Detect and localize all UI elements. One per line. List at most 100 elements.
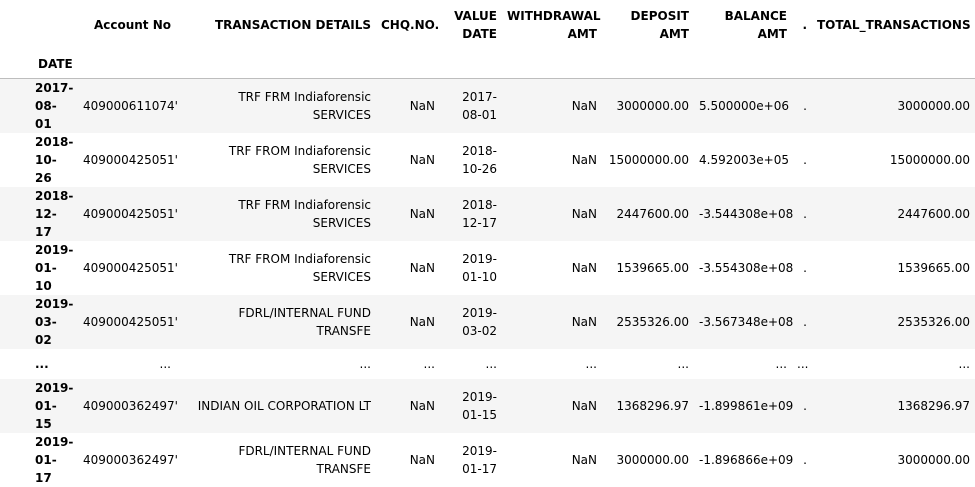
table-cell: 409000425051': [83, 152, 178, 167]
table-cell: 15000000.00: [889, 152, 970, 167]
table-cell: NaN: [571, 314, 597, 329]
table-cell: 3000000.00: [616, 452, 689, 467]
table-cell: 1539665.00: [897, 260, 970, 275]
table-cell: 2447600.00: [616, 206, 689, 221]
column-header: TRANSACTION DETAILS: [214, 18, 371, 32]
table-cell: ...: [958, 356, 970, 371]
table-cell: 2019-01-10: [462, 251, 497, 284]
table-cell: 3000000.00: [616, 98, 689, 113]
column-header: TOTAL_TRANSACTIONS: [817, 18, 971, 32]
table-cell: 2447600.00: [897, 206, 970, 221]
row-index: 2018-10-26: [35, 134, 74, 185]
table-cell: 409000425051': [83, 260, 178, 275]
table-cell: ...: [775, 356, 787, 371]
row-index: 2018-12-17: [35, 188, 74, 239]
table-row: 2017-08-01 409000611074' TRF FRM Indiafore…: [0, 78, 975, 133]
table-cell: 409000425051': [83, 314, 178, 329]
table-cell: NaN: [571, 260, 597, 275]
table-cell: 3000000.00: [897, 452, 970, 467]
table-cell: NaN: [409, 98, 435, 113]
table-row: 2018-10-26 409000425051' TRF FROM Indiafor…: [0, 133, 975, 187]
table-row: 2019-01-15 409000362497' INDIAN OIL CORPOR…: [0, 378, 975, 433]
table-cell: 2017-08-01: [462, 89, 497, 122]
table-cell: 15000000.00: [608, 152, 689, 167]
table-header: Account No TRANSACTION DETAILS CHQ.NO. V…: [0, 0, 975, 79]
table-cell: .: [803, 206, 807, 221]
table-cell: NaN: [409, 452, 435, 467]
table-cell: .: [803, 398, 807, 413]
table-cell: 2535326.00: [897, 314, 970, 329]
table-cell: 3000000.00: [897, 98, 970, 113]
table-cell: NaN: [571, 206, 597, 221]
ellipsis-row: ..............................: [0, 349, 975, 379]
table-cell: FDRL/INTERNAL FUND TRANSFE: [238, 443, 371, 476]
table-cell: ...: [585, 356, 597, 371]
table-cell: .: [803, 260, 807, 275]
table-cell: TRF FRM Indiaforensic SERVICES: [238, 89, 371, 122]
table-cell: .: [803, 452, 807, 467]
table-cell: 409000362497': [83, 398, 178, 413]
table-cell: ...: [485, 356, 497, 371]
table-cell: -3.544308e+08: [699, 206, 794, 221]
table-cell: NaN: [409, 314, 435, 329]
table-cell: 1539665.00: [616, 260, 689, 275]
table-cell: NaN: [571, 98, 597, 113]
table-cell: NaN: [571, 398, 597, 413]
table-cell: ...: [677, 356, 689, 371]
table-cell: ...: [159, 356, 171, 371]
table-cell: NaN: [409, 206, 435, 221]
table-cell: -3.567348e+08: [699, 314, 794, 329]
table-cell: TRF FROM Indiaforensic SERVICES: [228, 143, 371, 176]
table-cell: 1368296.97: [897, 398, 970, 413]
table-cell: -3.554308e+08: [699, 260, 794, 275]
table-cell: NaN: [409, 152, 435, 167]
table-cell: NaN: [571, 452, 597, 467]
table-cell: 1368296.97: [616, 398, 689, 413]
table-body: 2017-08-01 409000611074' TRF FRM Indiafore…: [0, 78, 975, 487]
table-row: 2019-01-10 409000425051' TRF FROM Indiafor…: [0, 241, 975, 295]
column-header: BALANCE AMT: [724, 9, 787, 41]
row-index: 2019-03-02: [35, 296, 74, 347]
table-cell: TRF FROM Indiaforensic SERVICES: [228, 251, 371, 284]
table-cell: 5.500000e+06: [699, 98, 789, 113]
table-cell: 2535326.00: [616, 314, 689, 329]
column-header: CHQ.NO.: [381, 18, 440, 32]
row-index: 2019-01-15: [35, 380, 74, 431]
table-cell: 2019-01-15: [462, 389, 497, 422]
table-cell: 4.592003e+05: [699, 152, 789, 167]
table-cell: -1.896866e+09: [699, 452, 794, 467]
column-header: VALUE DATE: [454, 9, 497, 41]
column-header: DEPOSIT AMT: [630, 9, 689, 41]
table-cell: 2018-12-17: [462, 197, 497, 230]
table-cell: ...: [359, 356, 371, 371]
row-index: 2019-01-17: [35, 434, 74, 485]
table-cell: 409000611074': [83, 98, 178, 113]
table-cell: ...: [797, 356, 809, 371]
index-name: DATE: [0, 50, 78, 79]
table-cell: INDIAN OIL CORPORATION LT: [197, 398, 371, 413]
table-cell: 2019-01-17: [462, 443, 497, 476]
column-header: WITHDRAWAL AMT: [507, 9, 601, 41]
column-header: .: [802, 18, 807, 32]
table-cell: NaN: [409, 398, 435, 413]
column-header-row: Account No TRANSACTION DETAILS CHQ.NO. V…: [0, 0, 975, 50]
row-index: ...: [35, 356, 49, 371]
table-cell: NaN: [571, 152, 597, 167]
table-row: 2019-03-02 409000425051' FDRL/INTERNAL FUN…: [0, 294, 975, 349]
table-cell: NaN: [409, 260, 435, 275]
table-row: 2018-12-17 409000425051' TRF FRM Indiafore…: [0, 186, 975, 241]
table-row: 2019-01-17 409000362497' FDRL/INTERNAL FUN…: [0, 433, 975, 487]
column-header: Account No: [93, 18, 171, 32]
table-cell: 2018-10-26: [462, 143, 497, 176]
index-corner: [0, 0, 78, 50]
table-cell: 409000362497': [83, 452, 178, 467]
row-index: 2017-08-01: [35, 80, 74, 131]
row-index: 2019-01-10: [35, 242, 74, 293]
table-cell: FDRL/INTERNAL FUND TRANSFE: [238, 305, 371, 338]
table-cell: ...: [423, 356, 435, 371]
table-cell: 409000425051': [83, 206, 178, 221]
table-cell: 2019-03-02: [462, 305, 497, 338]
table-cell: -1.899861e+09: [699, 398, 794, 413]
index-name-row: DATE: [0, 50, 975, 79]
